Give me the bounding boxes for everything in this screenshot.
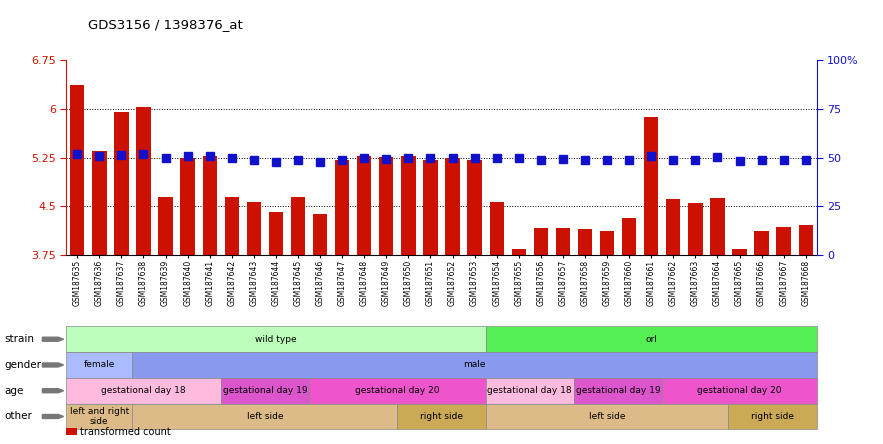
- Text: right side: right side: [420, 412, 463, 421]
- Text: gender: gender: [4, 360, 42, 370]
- Bar: [710, 198, 725, 255]
- Bar: [423, 159, 438, 255]
- Bar: [114, 112, 129, 255]
- Bar: [224, 197, 239, 255]
- Bar: [732, 249, 747, 255]
- Text: transformed count: transformed count: [80, 427, 171, 436]
- Bar: [666, 198, 681, 255]
- Bar: [798, 225, 813, 255]
- Text: gestational day 18: gestational day 18: [102, 386, 185, 395]
- Bar: [577, 229, 592, 255]
- Bar: [379, 157, 394, 255]
- Text: GDS3156 / 1398376_at: GDS3156 / 1398376_at: [88, 18, 243, 31]
- Bar: [136, 107, 151, 255]
- Text: other: other: [4, 412, 33, 421]
- Text: male: male: [464, 361, 486, 369]
- Bar: [688, 203, 703, 255]
- Bar: [202, 156, 217, 255]
- Bar: [776, 227, 791, 255]
- Text: right side: right side: [751, 412, 794, 421]
- Text: gestational day 19: gestational day 19: [223, 386, 307, 395]
- Text: female: female: [84, 361, 115, 369]
- Text: wild type: wild type: [255, 335, 297, 344]
- Bar: [401, 156, 416, 255]
- Text: orl: orl: [645, 335, 657, 344]
- Bar: [313, 214, 328, 255]
- Bar: [180, 158, 195, 255]
- Bar: [555, 228, 570, 255]
- Bar: [335, 159, 350, 255]
- Text: left side: left side: [246, 412, 283, 421]
- Bar: [489, 202, 504, 255]
- Bar: [622, 218, 637, 255]
- Bar: [467, 159, 482, 255]
- Bar: [158, 197, 173, 255]
- Bar: [268, 212, 283, 255]
- Bar: [291, 197, 306, 255]
- Text: gestational day 18: gestational day 18: [487, 386, 572, 395]
- Bar: [600, 231, 615, 255]
- Text: age: age: [4, 386, 24, 396]
- Text: left and right
side: left and right side: [70, 407, 129, 426]
- Bar: [246, 202, 261, 255]
- Text: gestational day 20: gestational day 20: [698, 386, 781, 395]
- Bar: [92, 151, 107, 255]
- Bar: [511, 249, 526, 255]
- Bar: [445, 158, 460, 255]
- Bar: [754, 231, 769, 255]
- Bar: [70, 85, 85, 255]
- Bar: [533, 228, 548, 255]
- Bar: [357, 156, 372, 255]
- Bar: [644, 117, 659, 255]
- Text: gestational day 20: gestational day 20: [355, 386, 440, 395]
- Text: strain: strain: [4, 334, 34, 344]
- Text: left side: left side: [589, 412, 625, 421]
- Text: gestational day 19: gestational day 19: [576, 386, 660, 395]
